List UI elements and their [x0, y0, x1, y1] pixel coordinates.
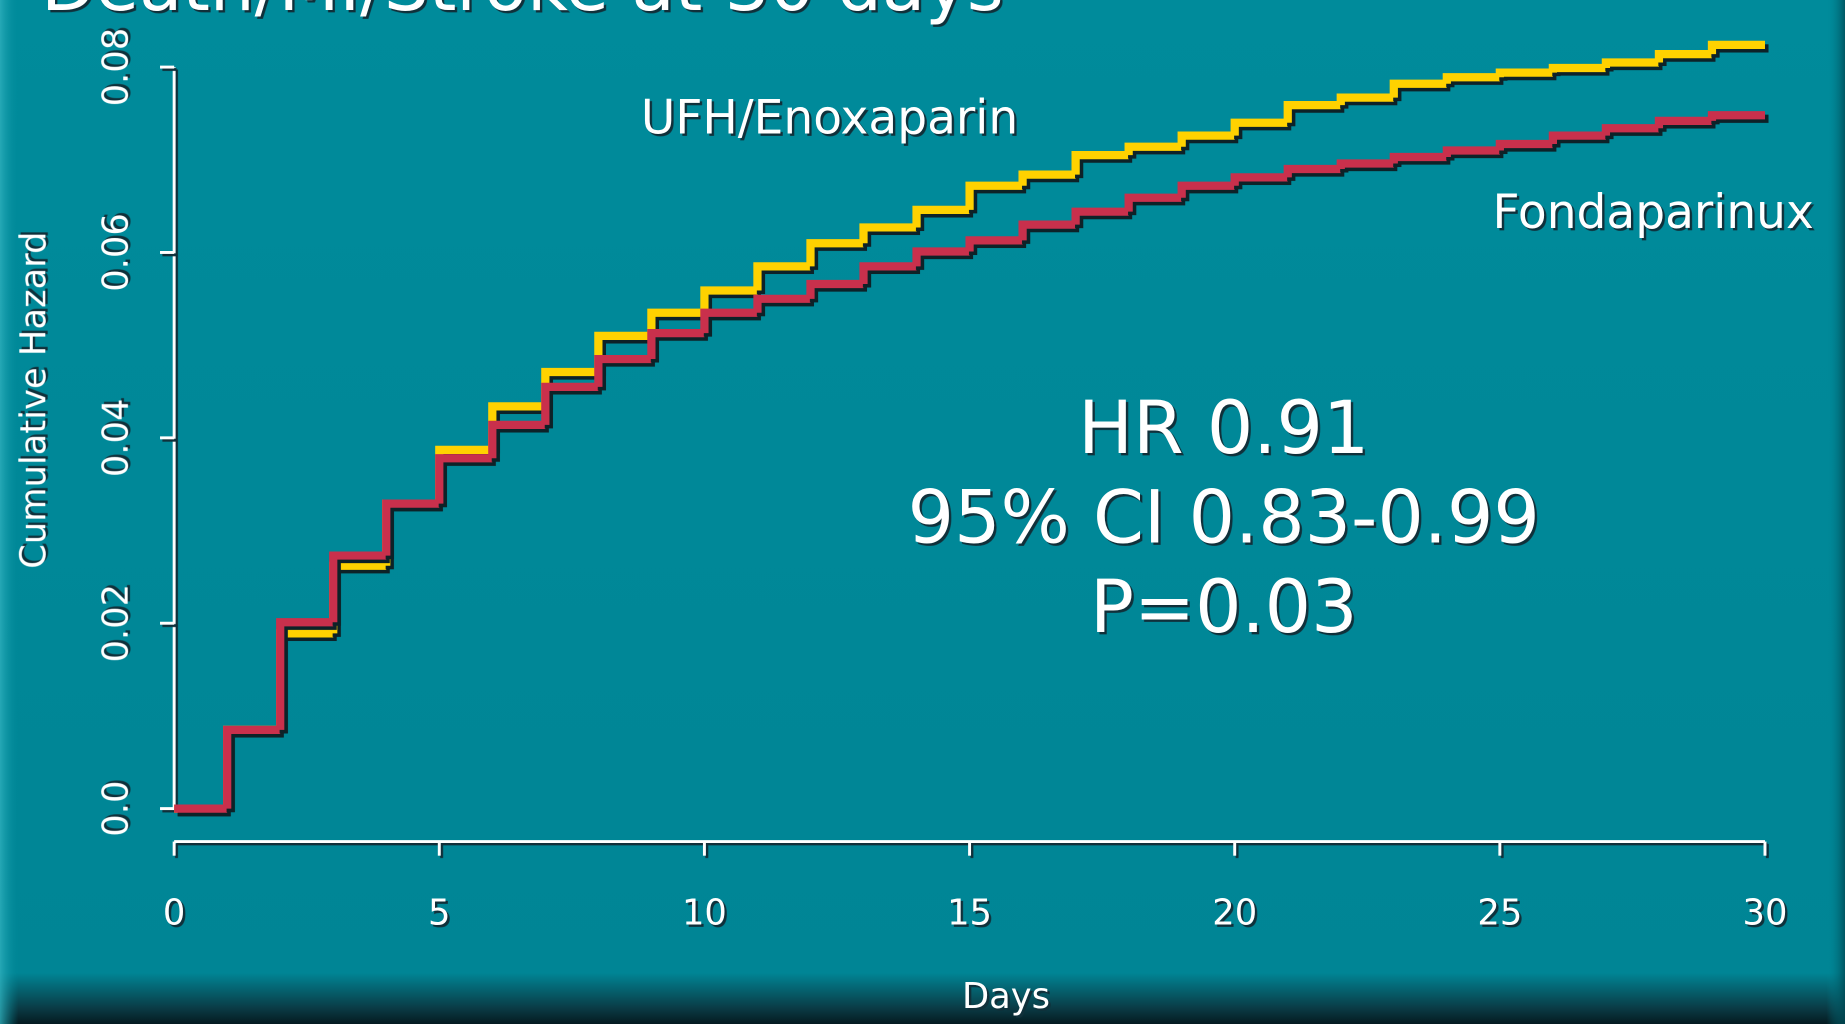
x-tick-label: 0 [163, 893, 185, 934]
x-tick-label: 25 [1477, 893, 1522, 934]
step-segment [1283, 100, 1341, 123]
step-segment [329, 551, 387, 623]
step-segment [1389, 79, 1447, 98]
y-axis-label: Cumulative Hazard [13, 232, 54, 569]
x-tick-label: 15 [947, 893, 992, 934]
step-segment [647, 308, 705, 336]
step-segment [541, 382, 599, 425]
step-segment [1389, 152, 1447, 164]
plot-area: 0.0 0.02 0.04 0.06 0.08 0 5 10 15 20 25 30 UFH/Enoxa… [96, 28, 1814, 934]
step-segment [965, 236, 1023, 252]
step-segment [1442, 146, 1500, 157]
step-segment [488, 420, 546, 459]
step-segment [1707, 111, 1765, 121]
step-segment [912, 247, 970, 267]
chart-title: Death/MI/Stroke at 30 days [41, 0, 1003, 27]
step-segment [1548, 131, 1606, 145]
step-segment [700, 286, 758, 313]
step-segment [700, 308, 758, 334]
x-tick-label: 20 [1212, 893, 1257, 934]
step-segment [1018, 170, 1076, 186]
step-segment [1707, 40, 1765, 55]
step-segment [382, 499, 440, 556]
step-segment [1654, 116, 1712, 129]
step-segment [1283, 164, 1341, 178]
step-segment [753, 294, 811, 313]
x-tick-label: 5 [428, 893, 450, 934]
step-segment [1442, 73, 1500, 84]
step-segment [1124, 193, 1182, 212]
step-segment [753, 262, 811, 291]
step-segment [647, 328, 705, 360]
y-tick-label: 0.02 [96, 584, 137, 663]
y-tick-label: 0.04 [96, 399, 137, 478]
step-segment [1230, 173, 1288, 186]
step-segment [1071, 151, 1129, 175]
x-axis-label: Days [962, 976, 1050, 1017]
x-tick-label: 10 [682, 893, 727, 934]
annotation: P=0.03 [1090, 565, 1358, 650]
step-segment [1336, 159, 1394, 170]
step-segment [1495, 68, 1553, 78]
step-segment [1654, 49, 1712, 63]
annotation: HR 0.91 [1078, 386, 1369, 471]
step-segment [223, 725, 281, 809]
step-segment [435, 454, 493, 504]
series-label: Fondaparinux [1493, 185, 1814, 240]
step-segment [276, 618, 334, 730]
step-segment [1018, 220, 1076, 241]
step-segment [594, 354, 652, 387]
step-segment [806, 239, 864, 267]
step-segment [965, 181, 1023, 210]
step-segment [1177, 131, 1235, 147]
step-segment [1230, 118, 1288, 136]
step-segment [912, 205, 970, 228]
step-segment [1124, 142, 1182, 156]
series-label: UFH/Enoxaparin [641, 91, 1018, 146]
x-tick-label: 30 [1743, 893, 1788, 934]
step-segment [1071, 207, 1129, 225]
step-segment [806, 279, 864, 299]
step-segment [1601, 58, 1659, 69]
step-segment [1177, 181, 1235, 198]
y-tick-label: 0.08 [96, 28, 137, 107]
y-tick-label: 0.0 [96, 781, 137, 837]
y-tick-label: 0.06 [96, 213, 137, 292]
step-segment [859, 262, 917, 284]
step-segment [1548, 63, 1606, 73]
step-segment [1495, 139, 1553, 151]
step-segment [1601, 124, 1659, 136]
step-segment [1336, 93, 1394, 106]
step-segment [859, 223, 917, 244]
annotation: 95% CI 0.83-0.99 [908, 476, 1540, 561]
